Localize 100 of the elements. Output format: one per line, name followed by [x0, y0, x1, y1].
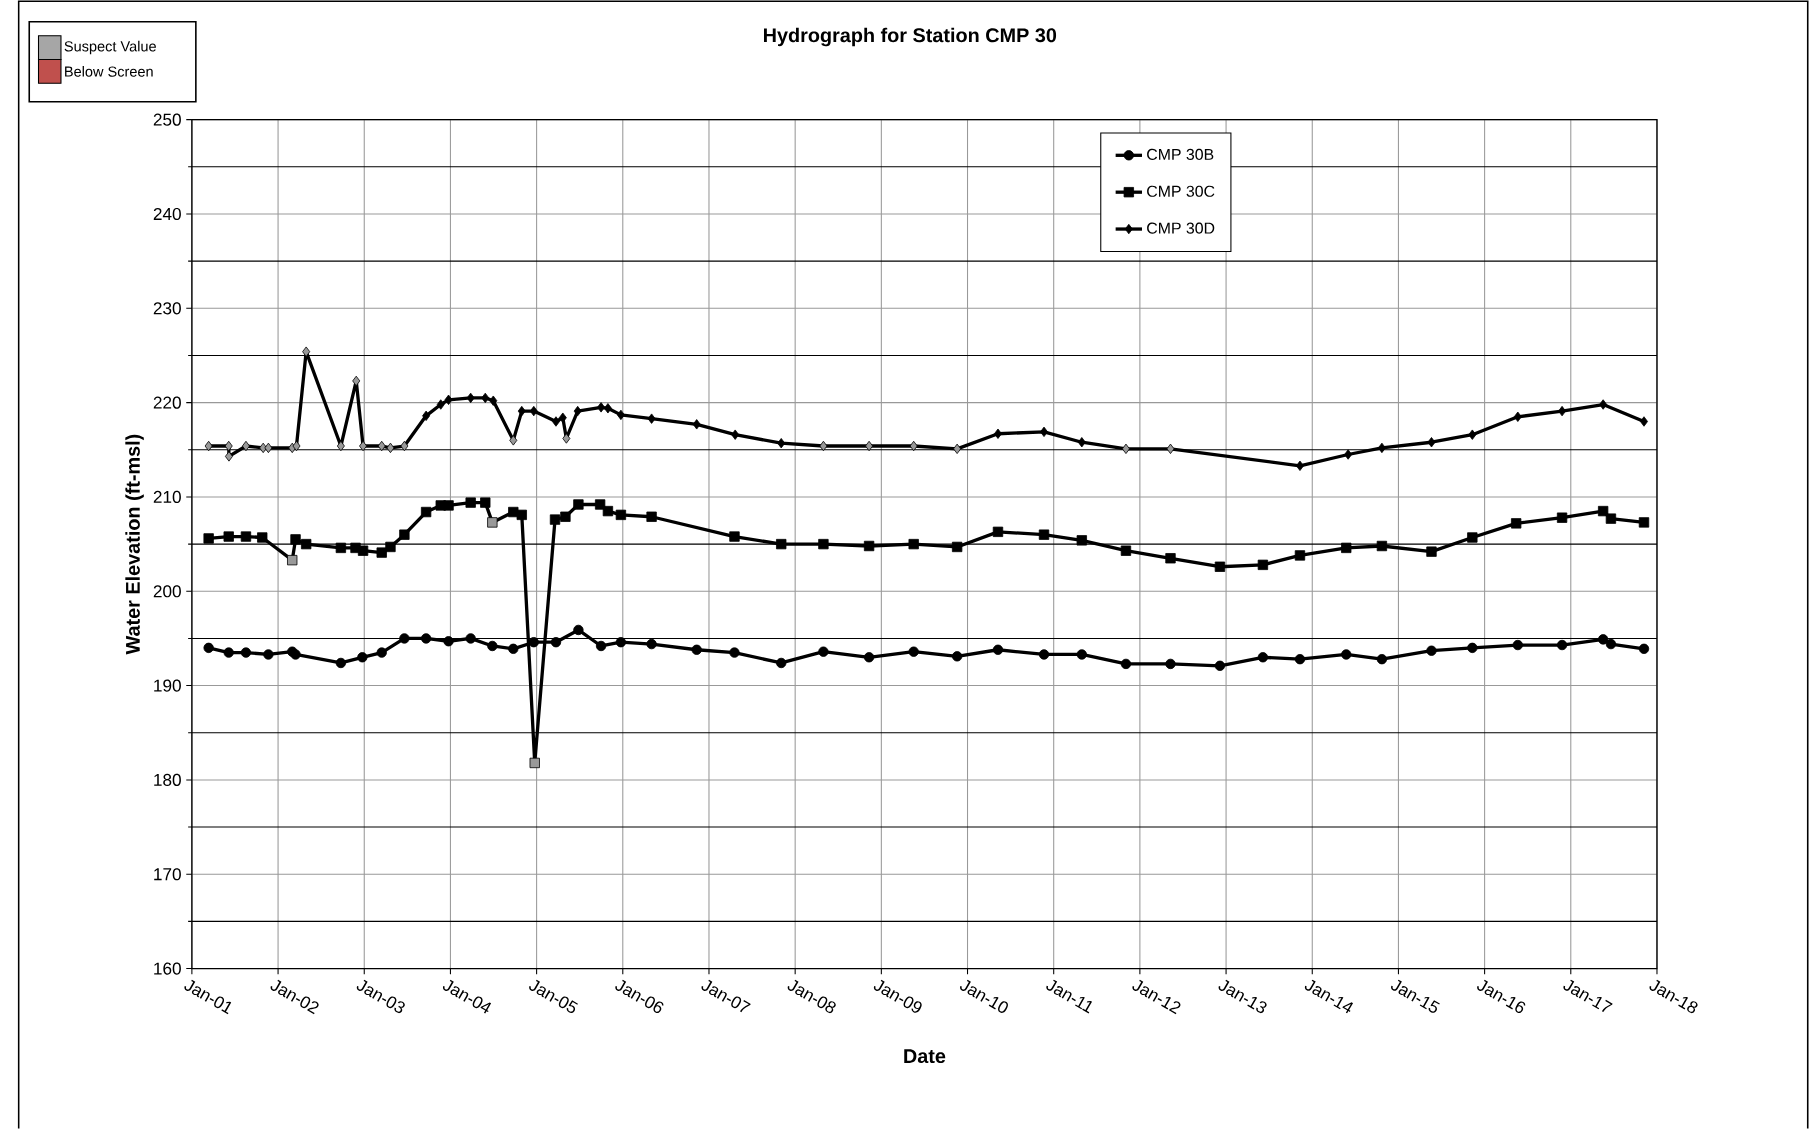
point — [422, 410, 431, 422]
point — [560, 511, 571, 523]
point — [386, 442, 395, 454]
point — [480, 497, 491, 508]
point — [1377, 442, 1386, 454]
point — [777, 438, 786, 449]
point — [953, 443, 962, 455]
point — [352, 375, 361, 387]
point — [240, 647, 252, 658]
point — [1467, 642, 1478, 654]
point — [444, 394, 453, 406]
point — [1597, 634, 1609, 645]
point — [443, 500, 454, 511]
point — [562, 433, 571, 444]
y-tick-label: 250 — [153, 113, 181, 126]
chart-title: Hydrograph for Station CMP 30 — [764, 27, 1057, 47]
point — [1605, 639, 1617, 650]
point — [359, 441, 368, 452]
point — [1257, 652, 1269, 663]
point — [1120, 658, 1132, 670]
point — [729, 531, 740, 542]
point — [224, 441, 233, 452]
point — [1038, 529, 1050, 541]
point — [1166, 443, 1175, 455]
point — [819, 441, 828, 452]
point — [1214, 660, 1226, 672]
text: Below Screen — [65, 66, 153, 77]
point — [552, 416, 560, 427]
point — [529, 758, 540, 769]
point — [1512, 640, 1523, 651]
point — [573, 406, 582, 417]
point — [573, 625, 584, 636]
point — [1467, 532, 1478, 543]
point — [336, 441, 345, 452]
point — [729, 647, 740, 658]
point — [204, 441, 213, 452]
point — [517, 406, 526, 417]
point — [731, 429, 740, 441]
y-axis-title: Water Elevation (ft-msl) — [125, 434, 144, 655]
point — [420, 507, 432, 518]
point — [691, 644, 702, 656]
point — [376, 647, 387, 658]
point — [595, 641, 607, 652]
point — [443, 636, 454, 647]
point — [776, 658, 787, 669]
point — [646, 511, 657, 523]
point — [603, 403, 612, 414]
point — [528, 637, 539, 648]
point — [240, 531, 252, 542]
point — [1468, 429, 1477, 441]
point — [992, 526, 1004, 538]
y-tick-label: 180 — [154, 774, 181, 787]
point — [951, 541, 963, 553]
point — [1599, 399, 1608, 410]
point — [465, 497, 476, 508]
point — [615, 637, 627, 648]
point — [1426, 645, 1437, 657]
point — [203, 533, 214, 544]
point — [1605, 513, 1617, 525]
point — [508, 643, 519, 655]
point — [516, 509, 527, 521]
point — [597, 402, 606, 413]
point — [1341, 542, 1352, 554]
y-tick-label: 190 — [154, 679, 181, 692]
point — [1165, 553, 1176, 564]
point — [335, 658, 347, 669]
point — [263, 649, 274, 660]
point — [602, 506, 614, 517]
point — [481, 392, 490, 404]
point — [1038, 649, 1050, 660]
point — [776, 539, 787, 550]
point — [1294, 550, 1306, 561]
point — [594, 499, 606, 510]
point — [909, 441, 918, 452]
point — [1257, 559, 1269, 571]
point — [1426, 546, 1437, 558]
point — [549, 514, 561, 525]
point — [357, 545, 369, 557]
point — [376, 547, 387, 558]
y-tick-label: 170 — [154, 868, 181, 881]
point — [951, 651, 963, 662]
point — [241, 441, 250, 452]
point — [529, 406, 538, 417]
point — [335, 542, 347, 554]
point — [1165, 658, 1176, 670]
point — [223, 531, 234, 542]
point — [1120, 545, 1132, 557]
point — [1513, 411, 1522, 423]
point — [465, 633, 476, 644]
point — [487, 641, 498, 652]
point — [1376, 654, 1388, 665]
point — [301, 539, 312, 550]
point — [1556, 640, 1568, 651]
point — [1556, 512, 1568, 524]
point — [399, 529, 410, 541]
y-tick-label: 160 — [154, 962, 181, 975]
y-tick-label: 240 — [153, 208, 181, 221]
point — [1076, 649, 1087, 660]
point — [287, 555, 298, 566]
point — [400, 441, 409, 452]
